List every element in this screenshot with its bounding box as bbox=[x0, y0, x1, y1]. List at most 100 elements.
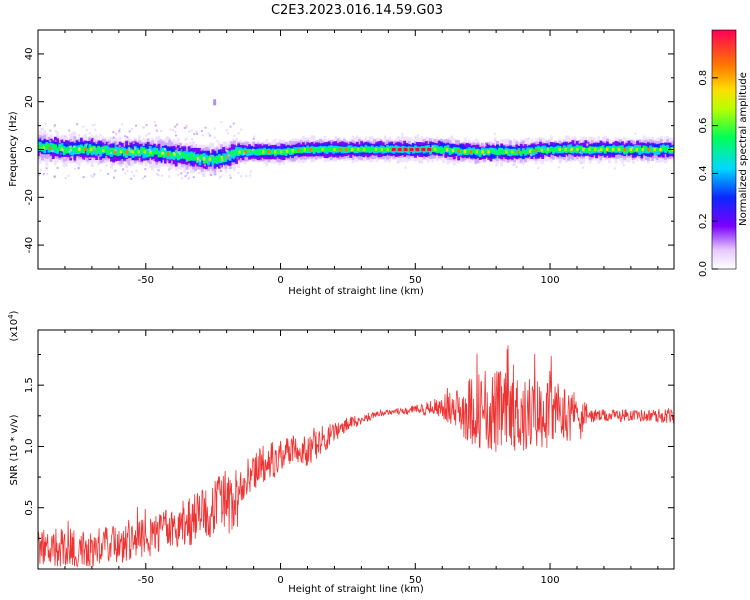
spectrogram-noise bbox=[225, 129, 228, 132]
spectrogram-noise bbox=[166, 136, 169, 139]
spectrogram-cell bbox=[601, 147, 605, 151]
spectrogram-noise bbox=[118, 145, 121, 148]
spectrogram-noise bbox=[174, 130, 177, 133]
spectrogram-noise bbox=[430, 138, 433, 141]
spectrogram-cell bbox=[138, 151, 141, 157]
spectrogram-noise bbox=[160, 174, 163, 177]
spectrogram-noise bbox=[172, 151, 175, 154]
spectrogram-noise bbox=[63, 161, 66, 164]
spectrogram-cell bbox=[444, 146, 448, 151]
spectrogram-noise bbox=[108, 146, 111, 149]
spectrogram-hotspot bbox=[256, 150, 259, 154]
spectrogram-noise bbox=[187, 177, 190, 180]
spectrogram-cell bbox=[543, 145, 547, 152]
spectrogram-cell bbox=[88, 147, 92, 154]
spectrogram-cell bbox=[364, 147, 368, 153]
spectrogram-hotspot bbox=[653, 147, 656, 152]
spectrogram-noise bbox=[78, 134, 81, 137]
spectrogram-noise bbox=[634, 132, 637, 135]
spectrogram-noise bbox=[81, 158, 84, 161]
spectrogram-cell bbox=[644, 147, 648, 154]
spectrogram-cell bbox=[258, 150, 262, 156]
snr-series-line bbox=[38, 345, 674, 568]
spectrogram-noise bbox=[237, 132, 240, 135]
spectrogram-noise bbox=[176, 148, 179, 151]
spectrogram-noise bbox=[196, 161, 199, 164]
spectrogram-cell bbox=[82, 147, 85, 154]
spectrogram-cell bbox=[159, 152, 163, 158]
spectrogram-hotspot bbox=[90, 147, 93, 152]
spectrogram-noise bbox=[118, 129, 121, 132]
spectrogram-noise bbox=[141, 177, 144, 180]
spectrogram-cell bbox=[181, 152, 185, 157]
spectrogram-noise bbox=[253, 135, 256, 138]
spectrogram-noise bbox=[249, 170, 252, 173]
spectrogram-cell bbox=[99, 149, 103, 155]
spectrogram-cell bbox=[603, 148, 607, 154]
spectrogram-cell bbox=[155, 148, 159, 154]
spectrogram-cell bbox=[123, 151, 126, 157]
spectrogram-noise bbox=[586, 143, 589, 146]
spectrogram-noise bbox=[88, 138, 91, 141]
spectrogram-cell bbox=[202, 158, 206, 164]
spectrogram-noise bbox=[121, 168, 124, 171]
spectrogram-cell bbox=[299, 148, 303, 154]
spectrogram-cell bbox=[508, 149, 512, 153]
spectrogram-noise bbox=[107, 142, 110, 145]
spectrogram-noise bbox=[227, 154, 230, 157]
spectrogram-noise bbox=[69, 146, 72, 149]
spectrogram-noise bbox=[622, 164, 625, 167]
spectrogram-hotspot bbox=[339, 147, 342, 152]
spectrogram-hotspot bbox=[285, 149, 289, 153]
spectrogram-hotspot bbox=[457, 149, 461, 153]
spectrogram-noise bbox=[568, 154, 571, 157]
spectrogram-noise bbox=[70, 156, 73, 159]
spectrogram-hotspot bbox=[362, 147, 366, 152]
spectrogram-noise bbox=[70, 149, 73, 152]
spectrogram-cell bbox=[200, 153, 204, 160]
spectrogram-cell bbox=[325, 147, 329, 152]
spectrogram-cell bbox=[562, 149, 566, 153]
spectrogram-noise bbox=[174, 125, 177, 128]
spectrogram-noise bbox=[153, 121, 156, 124]
spectrogram-noise bbox=[204, 126, 207, 129]
spectrogram-hotspot bbox=[534, 149, 538, 153]
spectrogram-noise bbox=[232, 157, 235, 160]
spectrogram-noise bbox=[105, 155, 108, 158]
spectrogram-noise bbox=[195, 143, 198, 146]
spectrogram-hotspot bbox=[546, 148, 550, 152]
spectrogram-noise bbox=[105, 164, 108, 167]
spectrogram-noise bbox=[142, 144, 145, 147]
spectrogram-noise bbox=[162, 156, 165, 159]
spectrogram-noise bbox=[156, 173, 159, 176]
spectrogram-cell bbox=[116, 151, 120, 157]
spectrogram-cell bbox=[526, 147, 529, 154]
spectrogram-hotspot bbox=[273, 150, 277, 154]
spectrogram-cell bbox=[301, 148, 305, 153]
spectrogram-noise bbox=[160, 139, 163, 142]
spectrogram-hotspot bbox=[113, 149, 117, 154]
spectrogram-noise bbox=[40, 136, 43, 139]
spectrogram-noise bbox=[73, 131, 76, 134]
spectrogram-cell bbox=[457, 149, 461, 156]
spectrogram-noise bbox=[484, 144, 487, 147]
spectrogram-noise bbox=[130, 177, 133, 180]
spectrogram-cell bbox=[461, 150, 465, 154]
spectrogram-noise bbox=[56, 166, 59, 169]
spectrogram-cell bbox=[140, 146, 144, 153]
spectrogram-noise bbox=[483, 153, 486, 156]
spectrogram-noise bbox=[185, 124, 188, 127]
spectrogram-noise bbox=[93, 158, 96, 161]
spectrogram-cell bbox=[254, 150, 258, 155]
spectrogram-hotspot bbox=[629, 147, 633, 152]
spectrogram-noise bbox=[85, 143, 88, 146]
spectrogram-cell bbox=[230, 150, 234, 157]
spectrogram-noise bbox=[191, 138, 194, 141]
spectrogram-cell bbox=[631, 148, 635, 153]
spectrogram-cell bbox=[539, 147, 542, 152]
spectrogram-noise bbox=[249, 174, 252, 177]
spectrogram-noise bbox=[228, 174, 231, 177]
spectrogram-noise bbox=[168, 139, 171, 142]
spectrogram-noise bbox=[92, 139, 95, 142]
spectrogram-cell bbox=[168, 150, 172, 157]
